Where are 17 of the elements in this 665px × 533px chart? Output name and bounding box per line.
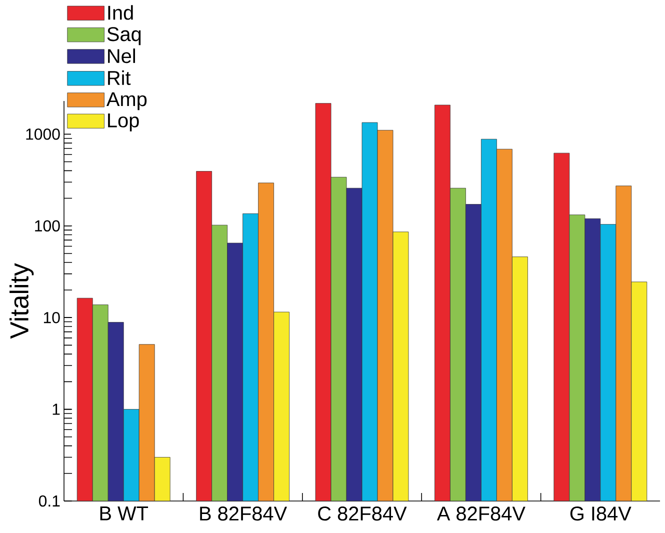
- x-tick-label: B 82F84V: [200, 506, 287, 521]
- y-tick-label: 0.1: [38, 495, 60, 507]
- legend-label: Rit: [108, 70, 131, 85]
- y-tick-label: 10: [44, 312, 60, 324]
- legend-label: Ind: [108, 5, 133, 20]
- x-tick-label: B WT: [100, 506, 148, 520]
- x-tick-label: A 82F84V: [436, 506, 526, 521]
- x-tick-label: C 82F84V: [318, 506, 407, 521]
- legend-label: Saq: [107, 27, 141, 46]
- y-tick-label: 1000: [26, 128, 60, 140]
- y-tick-label: 1: [52, 404, 60, 415]
- legend-label: Nel: [108, 48, 135, 64]
- legend-label: Lop: [108, 114, 139, 132]
- y-axis-title: Vitality: [10, 263, 34, 339]
- y-tick-label: 100: [35, 220, 60, 232]
- x-tick-label: G I84V: [570, 506, 632, 521]
- legend-label: Amp: [106, 92, 147, 110]
